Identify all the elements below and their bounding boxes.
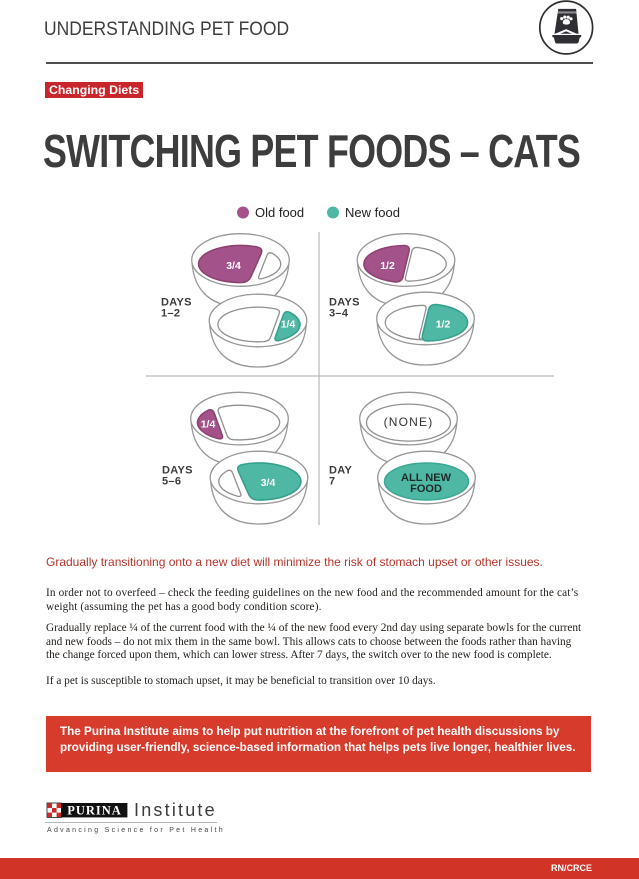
svg-text:Institute: Institute	[134, 800, 217, 820]
svg-text:(NONE): (NONE)	[384, 415, 434, 429]
svg-text:FOOD: FOOD	[410, 483, 442, 495]
svg-text:5–6: 5–6	[162, 476, 181, 488]
svg-text:ALL NEW: ALL NEW	[401, 472, 452, 484]
svg-text:New food: New food	[345, 205, 400, 220]
svg-text:Advancing Science for Pet Heal: Advancing Science for Pet Health	[47, 827, 225, 834]
svg-text:PURINA: PURINA	[67, 803, 122, 817]
svg-text:DAYS: DAYS	[162, 465, 193, 477]
svg-text:1/2: 1/2	[380, 260, 395, 272]
svg-text:1/4: 1/4	[281, 319, 296, 331]
svg-text:1–2: 1–2	[161, 308, 180, 320]
svg-text:7: 7	[329, 476, 335, 488]
svg-text:3–4: 3–4	[329, 308, 349, 320]
svg-text:1/4: 1/4	[201, 419, 216, 431]
svg-text:Old food: Old food	[255, 205, 304, 220]
svg-text:DAYS: DAYS	[161, 297, 192, 309]
svg-text:DAYS: DAYS	[329, 297, 360, 309]
svg-text:3/4: 3/4	[261, 477, 276, 489]
svg-text:DAY: DAY	[329, 465, 352, 477]
svg-text:1/2: 1/2	[436, 319, 451, 331]
svg-text:3/4: 3/4	[226, 260, 241, 272]
